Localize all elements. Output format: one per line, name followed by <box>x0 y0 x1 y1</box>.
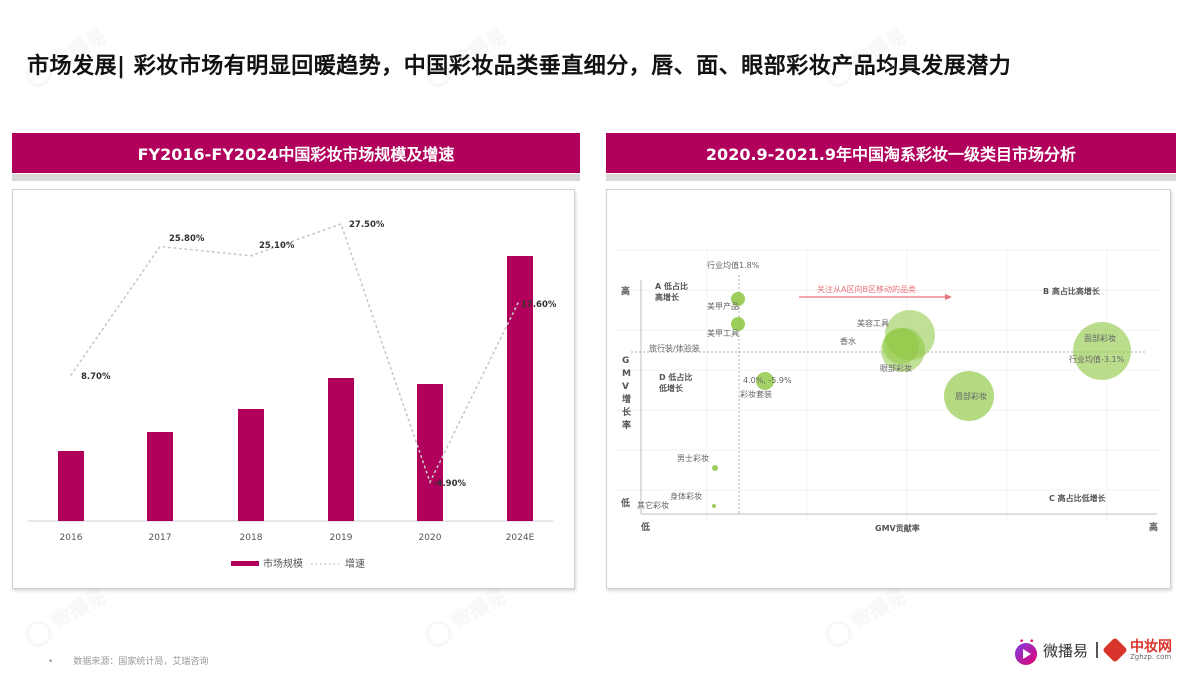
x-tick-label: 2024E <box>506 533 535 543</box>
quadrant-a-label: A 低占比 <box>655 281 688 291</box>
point-labels: 行业均值1.8% 美甲产品 美甲工具 旅行装/体验装 4.0%, -5.9% 彩… <box>637 260 1125 510</box>
y-axis-title-char: 率 <box>622 419 631 431</box>
bar-2024E <box>507 256 533 521</box>
source-note: • 数据来源：国家统计局，艾瑞咨询 <box>48 654 208 667</box>
bar-line-chart: 8.70% 25.80% 25.10% 27.50% -4.90% 17.60% 2016… <box>28 220 557 570</box>
rate-label: 8.70% <box>81 372 111 382</box>
zhongzhuangwang-logo-icon <box>1102 637 1128 663</box>
market-size-panel: FY2016-FY2024中国彩妆市场规模及增速 8.70% 25.80% 25.1… <box>12 133 580 593</box>
quadrant-c-label: C 高占比低增长 <box>1049 493 1107 503</box>
chart-area: 8.70% 25.80% 25.10% 27.50% -4.90% 17.60% 2016… <box>12 189 575 589</box>
label-body-makeup: 身体彩妆 <box>670 491 702 501</box>
legend-line-label: 增速 <box>345 557 365 570</box>
bubbles <box>712 292 1131 508</box>
x-axis-low-label: 低 <box>640 521 650 533</box>
quadrant-a-label-line2: 高增长 <box>655 292 680 302</box>
bubble-lip-makeup <box>944 371 994 421</box>
x-tick-label: 2020 <box>419 533 442 543</box>
label-makeup-sets: 彩妆套装 <box>740 389 772 399</box>
label-other-makeup: 其它彩妆 <box>637 500 669 510</box>
rate-label: 25.80% <box>169 234 205 244</box>
bar-2020 <box>417 384 443 521</box>
quadrant-b-label: B 高占比高增长 <box>1043 286 1101 296</box>
growth-rate-line <box>70 222 519 485</box>
label-eye-makeup: 眼部彩妆 <box>880 363 912 373</box>
zhongzhuangwang-logo-text: 中妆网 Zghzp. com <box>1130 640 1172 661</box>
bar-2018 <box>238 409 264 521</box>
growth-rate-labels: 8.70% 25.80% 25.10% 27.50% -4.90% 17.60% <box>81 220 557 489</box>
panel-title: FY2016-FY2024中国彩妆市场规模及增速 <box>12 133 580 173</box>
label-mens-makeup: 男士彩妆 <box>677 453 709 463</box>
bubble-face-makeup <box>1073 322 1131 380</box>
weiboyi-logo-icon: • • • <box>1015 635 1037 665</box>
source-text: 数据来源：国家统计局，艾瑞咨询 <box>73 657 209 667</box>
chart-legend: 市场规模 增速 <box>231 557 365 570</box>
label-perfume: 香水 <box>840 336 856 346</box>
x-tick-label: 2018 <box>240 533 263 543</box>
legend-bar-label: 市场规模 <box>263 557 303 570</box>
page-title: 市场发展| 彩妆市场有明显回暖趋势，中国彩妆品类垂直细分，唇、面、眼部彩妆产品均… <box>27 54 1012 79</box>
x-tick-label: 2017 <box>149 533 172 543</box>
label-face-makeup: 面部彩妆 <box>1084 333 1116 343</box>
rate-label: 27.50% <box>349 220 385 230</box>
x-axis-ticks: 2016 2017 2018 2019 2020 2024E <box>60 533 535 543</box>
bullet: • <box>48 657 54 667</box>
trend-arrow-head <box>945 294 952 300</box>
x-axis-title: GMV贡献率 <box>875 523 920 533</box>
x-average-label: 行业均值1.8% <box>707 260 760 270</box>
rate-label: 25.10% <box>259 241 295 251</box>
brand-logos: • • • 微播易 中妆网 Zghzp. com <box>1015 630 1172 670</box>
label-nail-tools: 美甲工具 <box>707 328 739 338</box>
weiboyi-logo-text: 微播易 <box>1043 641 1089 660</box>
label-beauty-tools: 美容工具 <box>857 318 889 328</box>
quadrant-labels: A 低占比 高增长 B 高占比高增长 C 高占比低增长 D 低占比 低增长 <box>655 281 1107 503</box>
quadrant-d-label-line2: 低增长 <box>658 383 684 393</box>
bar-series <box>58 256 533 521</box>
bar-2016 <box>58 451 84 521</box>
label-travel-size: 旅行装/体验装 <box>649 343 700 353</box>
panel-divider-strip <box>12 174 580 181</box>
rate-label: -4.90% <box>433 479 466 489</box>
bubble-makeup-sets <box>756 372 774 390</box>
y-axis-title-char: 增 <box>622 393 631 405</box>
x-axis-high-label: 高 <box>1149 521 1158 533</box>
y-axis-low-label: 低 <box>620 497 630 509</box>
bubble-chart: 关注从A区向B区移动的品类 行业均值1.8% 美甲产品 美甲工具 旅行装/体验装 <box>617 249 1162 533</box>
label-nail-products: 美甲产品 <box>707 301 739 311</box>
panel-title: 2020.9-2021.9年中国淘系彩妆一级类目市场分析 <box>606 133 1176 173</box>
label-makeup-sets-annotation: 4.0%, -5.9% <box>743 376 792 385</box>
bubble-eye-makeup <box>881 328 925 372</box>
y-axis-title-char: M <box>622 369 631 379</box>
bar-2019 <box>328 378 354 521</box>
bubble-nail-products <box>731 292 745 306</box>
y-axis-title-char: 长 <box>622 406 632 418</box>
x-tick-label: 2016 <box>60 533 83 543</box>
category-analysis-panel: 2020.9-2021.9年中国淘系彩妆一级类目市场分析 关注从A区向B区移动的… <box>606 133 1194 593</box>
bubble-mens-makeup <box>712 465 718 471</box>
legend-bar-swatch <box>231 561 259 566</box>
panel-divider-strip <box>606 174 1176 181</box>
bubble-nail-tools <box>731 317 745 331</box>
y-axis-title-char: G <box>622 356 629 366</box>
bar-2017 <box>147 432 173 521</box>
label-lip-makeup: 唇部彩妆 <box>955 391 987 401</box>
trend-arrow-label: 关注从A区向B区移动的品类 <box>817 284 916 294</box>
brand2-name: 中妆网 <box>1130 638 1173 655</box>
logo-separator <box>1096 642 1099 658</box>
y-axis-title-char: V <box>622 382 629 392</box>
brand2-domain: Zghzp. com <box>1130 652 1172 661</box>
y-average-label: 行业均值-3.1% <box>1069 354 1125 364</box>
bubble-body-makeup <box>712 504 716 508</box>
chart-area: 关注从A区向B区移动的品类 行业均值1.8% 美甲产品 美甲工具 旅行装/体验装 <box>606 189 1171 589</box>
x-tick-label: 2019 <box>330 533 353 543</box>
rate-label: 17.60% <box>521 300 557 310</box>
quadrant-d-label: D 低占比 <box>659 372 692 382</box>
y-axis-high-label: 高 <box>621 285 630 297</box>
